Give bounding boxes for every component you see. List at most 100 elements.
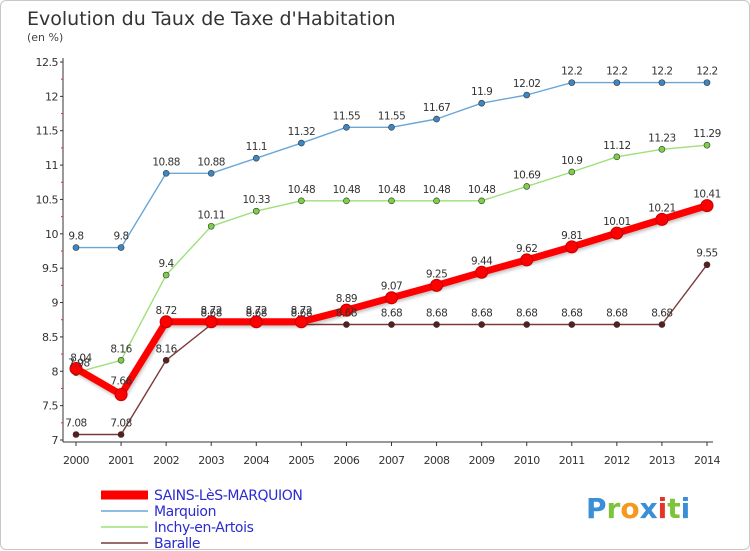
data-label: 8.72 xyxy=(201,305,222,317)
x-tick-label: 2007 xyxy=(379,454,405,467)
data-label: 9.62 xyxy=(516,243,537,255)
y-tick-label: 8.5 xyxy=(42,331,58,344)
data-point xyxy=(523,91,531,99)
data-point xyxy=(523,321,531,328)
data-label: 11.32 xyxy=(288,126,316,138)
data-label: 12.02 xyxy=(513,78,541,90)
data-label: 8.68 xyxy=(426,308,447,320)
y-tick-label: 12.5 xyxy=(36,56,59,69)
data-label: 7.08 xyxy=(110,418,131,430)
x-tick-label: 2009 xyxy=(469,454,495,467)
data-point xyxy=(568,321,576,328)
x-tick-label: 2001 xyxy=(108,454,134,467)
data-label: 10.01 xyxy=(603,216,631,228)
data-point xyxy=(72,431,80,438)
x-tick-label: 2013 xyxy=(649,454,675,467)
data-label: 12.2 xyxy=(651,66,672,78)
data-point xyxy=(568,79,576,86)
data-point xyxy=(658,79,666,86)
y-tick-label: 9.5 xyxy=(42,262,58,275)
data-label: 11.55 xyxy=(378,110,406,122)
legend-label: Inchy-en-Artois xyxy=(154,520,254,536)
data-point xyxy=(700,199,714,213)
data-label: 8.68 xyxy=(516,308,537,320)
logo-letter: P xyxy=(586,492,607,525)
logo-letter: x xyxy=(640,492,658,525)
data-point xyxy=(478,321,485,328)
data-label: 8.68 xyxy=(561,308,582,320)
data-label: 8.72 xyxy=(291,305,312,317)
legend-label: SAINS-LèS-MARQUION xyxy=(154,488,302,504)
data-label: 8.68 xyxy=(471,308,492,320)
data-point xyxy=(117,356,125,364)
data-point xyxy=(385,291,398,305)
data-label: 7.66 xyxy=(110,376,132,388)
y-tick-label: 7 xyxy=(52,434,59,447)
logo-letter: t xyxy=(667,492,680,525)
x-tick-label: 2012 xyxy=(604,454,630,467)
data-point xyxy=(343,197,350,205)
data-point xyxy=(568,168,576,176)
data-label: 8.68 xyxy=(606,308,627,320)
data-label: 8.16 xyxy=(155,343,177,355)
logo-letter: i xyxy=(658,492,668,525)
data-point xyxy=(388,197,395,205)
legend-label: Baralle xyxy=(154,536,200,551)
data-label: 11.67 xyxy=(423,102,451,114)
y-tick-label: 8 xyxy=(52,365,59,378)
logo-letter: r xyxy=(607,492,621,525)
data-label: 9.8 xyxy=(68,231,83,243)
data-label: 8.68 xyxy=(201,308,222,320)
data-label: 10.41 xyxy=(693,189,721,201)
x-tick-label: 2008 xyxy=(424,454,450,467)
data-label: 9.81 xyxy=(561,230,582,242)
x-tick-label: 2002 xyxy=(153,454,179,467)
data-point xyxy=(433,115,440,123)
data-point xyxy=(343,123,350,131)
data-label: 11.55 xyxy=(333,110,361,122)
data-label: 10.48 xyxy=(333,184,361,196)
data-point xyxy=(252,154,260,162)
x-tick-label: 2003 xyxy=(198,454,224,467)
data-label: 9.44 xyxy=(471,255,493,267)
data-point xyxy=(162,356,170,364)
data-label: 8.89 xyxy=(336,293,357,305)
data-point xyxy=(703,141,711,149)
x-tick-label: 2010 xyxy=(514,454,540,467)
x-tick-label: 2005 xyxy=(288,454,314,467)
data-point xyxy=(117,431,125,438)
chart-subtitle: (en %) xyxy=(27,31,63,44)
data-label: 11.12 xyxy=(603,140,631,152)
data-point xyxy=(430,278,444,292)
x-tick-label: 2014 xyxy=(694,454,720,467)
data-point xyxy=(252,207,260,215)
data-label: 10.33 xyxy=(243,194,271,206)
data-point xyxy=(433,197,440,205)
data-point xyxy=(655,212,669,226)
data-label: 10.48 xyxy=(378,184,406,196)
legend-label: Marquion xyxy=(154,504,216,520)
data-point xyxy=(475,265,489,279)
data-point xyxy=(343,321,350,328)
data-point xyxy=(613,153,621,161)
data-label: 10.69 xyxy=(513,169,541,181)
data-labels: 9.8 9.8 10.88 10.88 11.1 11.32 11.55 11.55 11.67… xyxy=(65,66,721,430)
data-point xyxy=(204,315,218,329)
data-label: 9.07 xyxy=(381,281,402,293)
data-point xyxy=(520,253,534,267)
data-label: 7.08 xyxy=(65,418,86,430)
data-label: 10.21 xyxy=(648,202,676,214)
data-point xyxy=(207,170,215,177)
data-label: 7.98 xyxy=(68,358,89,370)
data-point xyxy=(162,271,170,279)
y-tick-label: 12 xyxy=(45,90,58,103)
x-tick-label: 2011 xyxy=(559,454,585,467)
data-point xyxy=(658,145,666,153)
x-tick-label: 2000 xyxy=(63,454,89,467)
x-tick-label: 2006 xyxy=(333,454,359,467)
chart-title: Evolution du Taux de Taxe d'Habitation xyxy=(27,8,396,30)
data-label: 9.4 xyxy=(159,258,175,270)
y-tick-label: 7.5 xyxy=(42,400,58,413)
data-point xyxy=(433,321,440,328)
